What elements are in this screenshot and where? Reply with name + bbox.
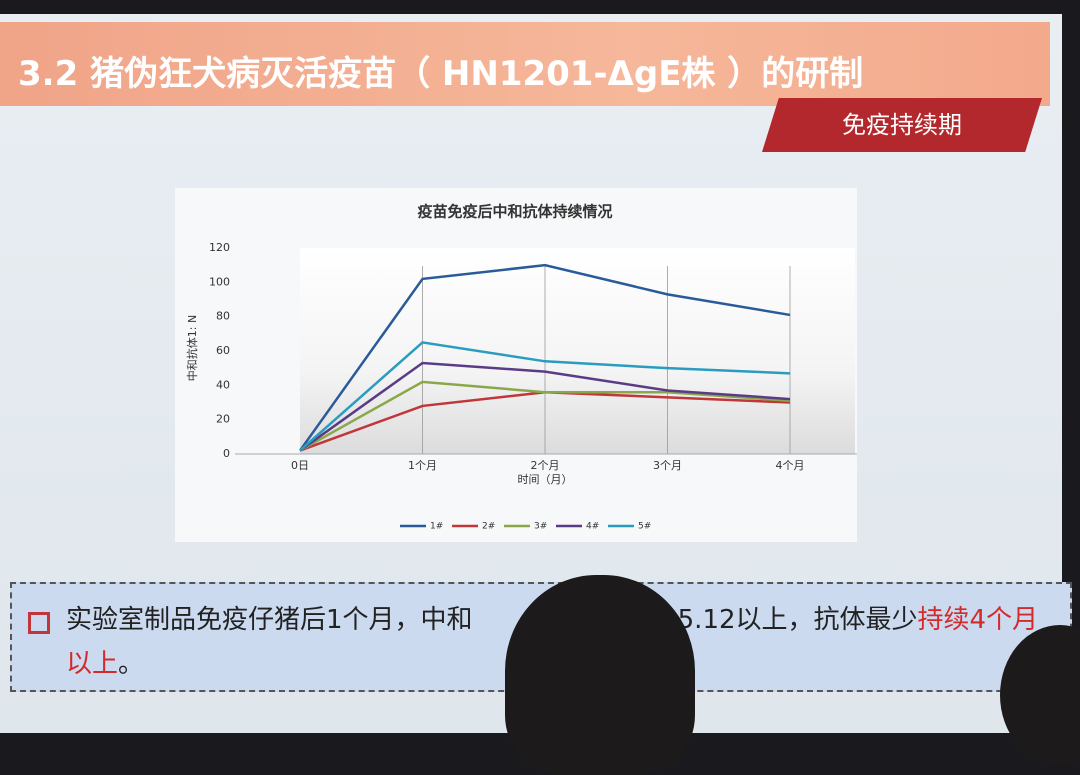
y-tick-label: 120: [209, 241, 230, 254]
x-tick-label: 1个月: [408, 459, 437, 472]
legend-label: 5#: [638, 522, 651, 532]
bullet-highlight: 持续4个月以上: [66, 605, 1039, 679]
series-line: [299, 380, 791, 452]
legend-label: 1#: [430, 522, 443, 532]
bullet-text: 。: [118, 649, 145, 679]
slide-photo: 3.2 猪伪狂犬病灭活疫苗（ HN1201-ΔgE株 ）的研制 免疫持续期 疫苗…: [0, 14, 1072, 733]
legend-label: 4#: [586, 522, 599, 532]
chart: 疫苗免疫后中和抗体持续情况 中和抗体1: N 时间（月） 0 20 40 60 80 10…: [175, 188, 857, 542]
chart-title: 疫苗免疫后中和抗体持续情况: [417, 203, 612, 221]
legend-label: 2#: [482, 522, 495, 532]
bullet-icon: [28, 612, 50, 634]
bullet-text: 实验室制品免疫仔猪后1个月，中和: [66, 605, 473, 635]
x-tick-label: 0日: [291, 459, 309, 472]
y-tick-label: 80: [216, 310, 230, 323]
y-tick-label: 60: [216, 344, 230, 357]
x-axis-label: 时间（月）: [518, 473, 573, 486]
y-tick-label: 100: [209, 275, 230, 288]
legend-label: 3#: [534, 522, 547, 532]
x-tick-label: 2个月: [531, 459, 560, 472]
y-tick-label: 0: [223, 447, 230, 460]
y-tick-label: 20: [216, 413, 230, 426]
slide-title: 3.2 猪伪狂犬病灭活疫苗（ HN1201-ΔgE株 ）的研制: [0, 22, 1050, 106]
series-line: [298, 263, 791, 452]
x-tick-label: 3个月: [653, 459, 682, 472]
series-line: [299, 341, 791, 452]
plot-area: [300, 248, 855, 454]
audience-head: [505, 575, 695, 775]
section-tag: 免疫持续期: [762, 98, 1042, 152]
series-line: [299, 361, 791, 452]
y-axis-label: 中和抗体1: N: [185, 315, 199, 381]
y-tick-label: 40: [216, 378, 230, 391]
x-tick-label: 4个月: [776, 459, 805, 472]
